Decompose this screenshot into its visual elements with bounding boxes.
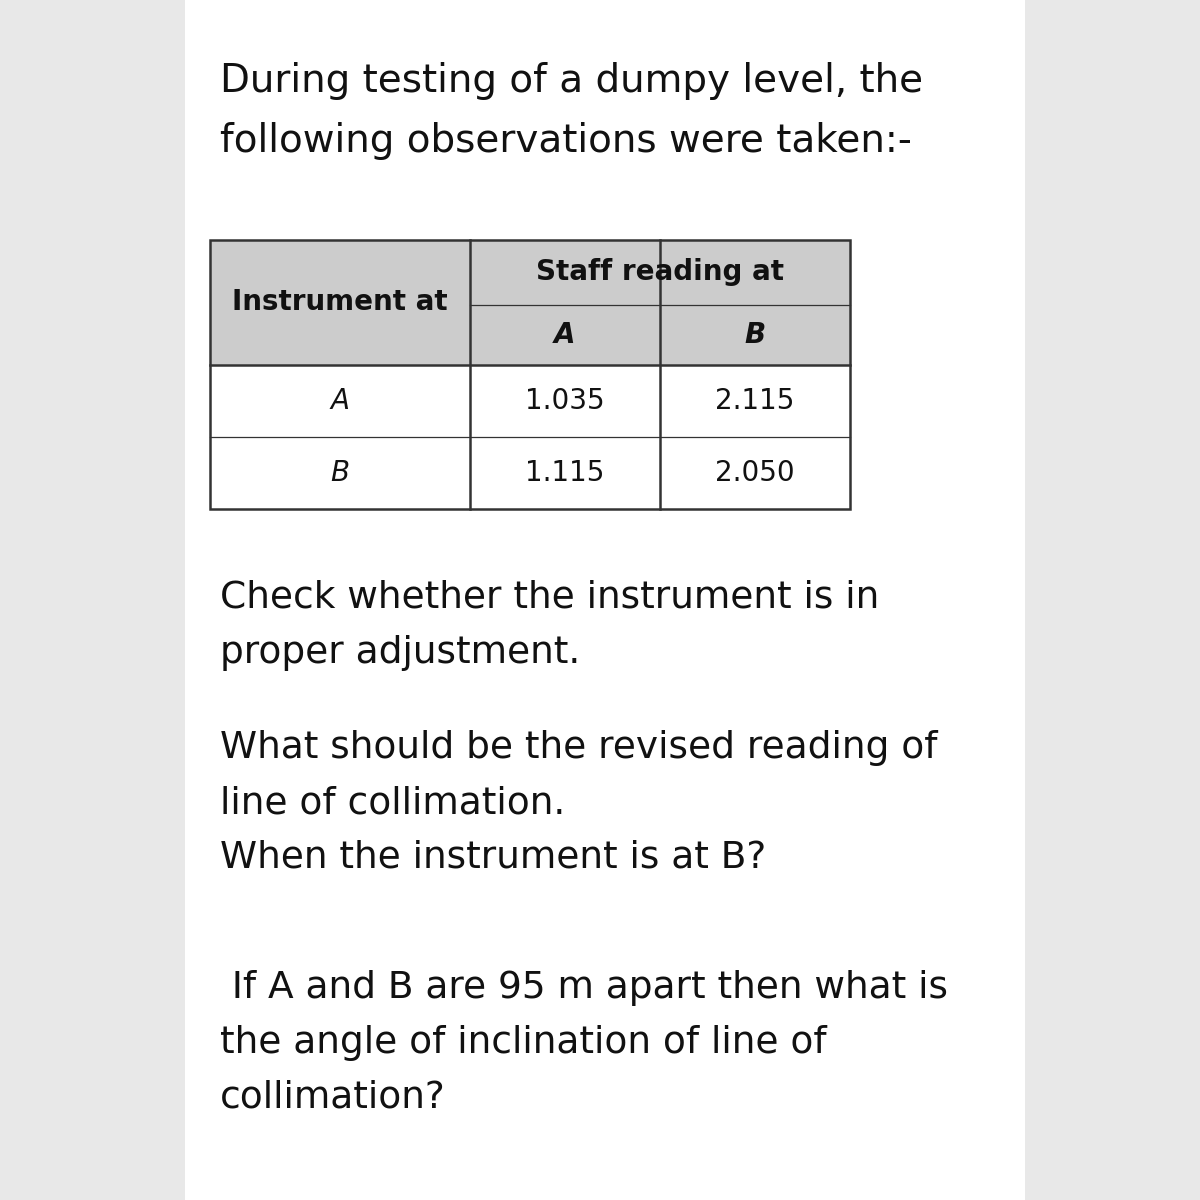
Bar [210,240,850,509]
Text: Check whether the instrument is in: Check whether the instrument is in [220,580,880,616]
Text: 1.035: 1.035 [526,386,605,415]
Text: Staff reading at: Staff reading at [536,258,784,287]
Bar [470,240,850,305]
Text: When the instrument is at B?: When the instrument is at B? [220,840,767,876]
Bar [210,240,470,365]
Bar [210,365,850,437]
Text: 1.115: 1.115 [526,458,605,487]
Bar [470,305,660,365]
Text: the angle of inclination of line of: the angle of inclination of line of [220,1025,827,1061]
Bar [185,0,1025,1200]
Text: 2.050: 2.050 [715,458,794,487]
Text: During testing of a dumpy level, the: During testing of a dumpy level, the [220,62,923,100]
Bar [660,305,850,365]
Text: B: B [744,320,766,349]
Text: following observations were taken:-: following observations were taken:- [220,122,912,160]
Text: What should be the revised reading of: What should be the revised reading of [220,730,937,766]
Text: A: A [330,386,349,415]
Text: 2.115: 2.115 [715,386,794,415]
Text: proper adjustment.: proper adjustment. [220,635,581,671]
Text: collimation?: collimation? [220,1080,445,1116]
Text: A: A [554,320,576,349]
Text: line of collimation.: line of collimation. [220,785,565,821]
Bar [210,437,850,509]
Text: If A and B are 95 m apart then what is: If A and B are 95 m apart then what is [220,970,948,1006]
Text: B: B [330,458,349,487]
Text: Instrument at: Instrument at [232,288,448,317]
